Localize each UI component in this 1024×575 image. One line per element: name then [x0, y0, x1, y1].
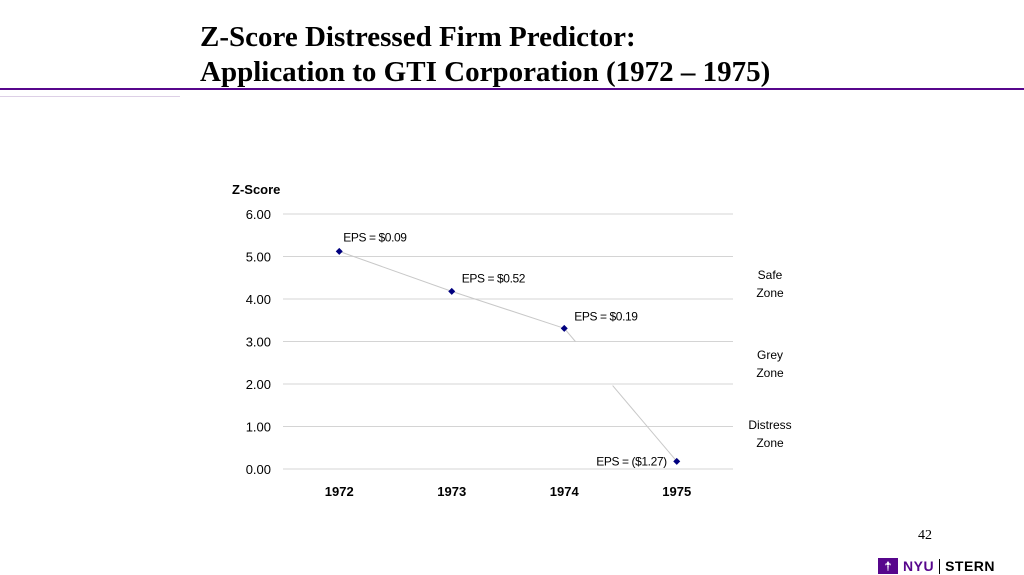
x-tick-label: 1975	[662, 484, 691, 499]
logo-nyu-text: NYU	[903, 558, 935, 574]
y-tick-label: 4.00	[246, 292, 271, 307]
trend-segment	[451, 290, 565, 329]
x-tick-labels: 1972 1973 1974 1975	[325, 484, 691, 499]
y-tick-label: 3.00	[246, 335, 271, 350]
logo-separator	[939, 558, 941, 574]
zone-label: Grey Zone	[756, 348, 784, 380]
x-tick-label: 1972	[325, 484, 354, 499]
y-axis-label: Z-Score	[232, 182, 280, 197]
zone-label: Distress Zone	[748, 418, 791, 450]
point-label: EPS = $0.09	[343, 230, 407, 244]
y-tick-label: 5.00	[246, 250, 271, 265]
grid-lines	[283, 213, 733, 470]
trend-segment	[563, 328, 576, 342]
trend-segment	[339, 250, 452, 292]
point-labels: EPS = $0.09 EPS = $0.52 EPS = $0.19 EPS = (…	[343, 230, 667, 468]
y-tick-labels: 0.00 1.00 2.00 3.00 4.00 5.00 6.00	[246, 207, 271, 477]
logo-stern-text: STERN	[945, 558, 996, 574]
zone-label-line2: Zone	[756, 436, 784, 450]
trend-segment	[612, 385, 678, 462]
point-label: EPS = $0.19	[574, 309, 638, 323]
data-points	[335, 247, 681, 465]
zone-label-line2: Zone	[756, 366, 784, 380]
zone-label-line1: Distress	[748, 418, 791, 432]
data-point	[673, 457, 681, 465]
data-point	[448, 287, 456, 295]
title-line-2: Application to GTI Corporation (1972 – 1…	[200, 56, 771, 88]
point-label: EPS = ($1.27)	[596, 454, 667, 468]
point-label: EPS = $0.52	[462, 271, 526, 285]
zone-label-line1: Grey	[757, 348, 783, 362]
torch-icon	[878, 558, 898, 574]
title-divider-shadow	[0, 96, 180, 97]
trend-line	[339, 250, 678, 462]
data-point	[560, 324, 568, 332]
slide-title: Z-Score Distressed Firm Predictor: Appli…	[200, 20, 770, 90]
zone-labels: Safe Zone Grey Zone Distress Zone	[748, 268, 791, 450]
y-tick-label: 6.00	[246, 207, 271, 222]
y-tick-label: 1.00	[246, 420, 271, 435]
zone-label: Safe Zone	[756, 268, 784, 300]
zone-label-line2: Zone	[756, 286, 784, 300]
title-line-1: Z-Score Distressed Firm Predictor:	[200, 21, 636, 53]
nyu-stern-logo: NYU STERN	[878, 558, 995, 574]
y-tick-label: 2.00	[246, 377, 271, 392]
data-point	[335, 247, 343, 255]
x-tick-label: 1973	[437, 484, 466, 499]
title-divider	[0, 88, 1024, 90]
z-score-chart: EPS = $0.09 EPS = $0.52 EPS = $0.19 EPS = (…	[232, 182, 792, 499]
page-number: 42	[918, 528, 932, 543]
x-tick-label: 1974	[550, 484, 580, 499]
y-tick-label: 0.00	[246, 462, 271, 477]
zone-label-line1: Safe	[758, 268, 783, 282]
